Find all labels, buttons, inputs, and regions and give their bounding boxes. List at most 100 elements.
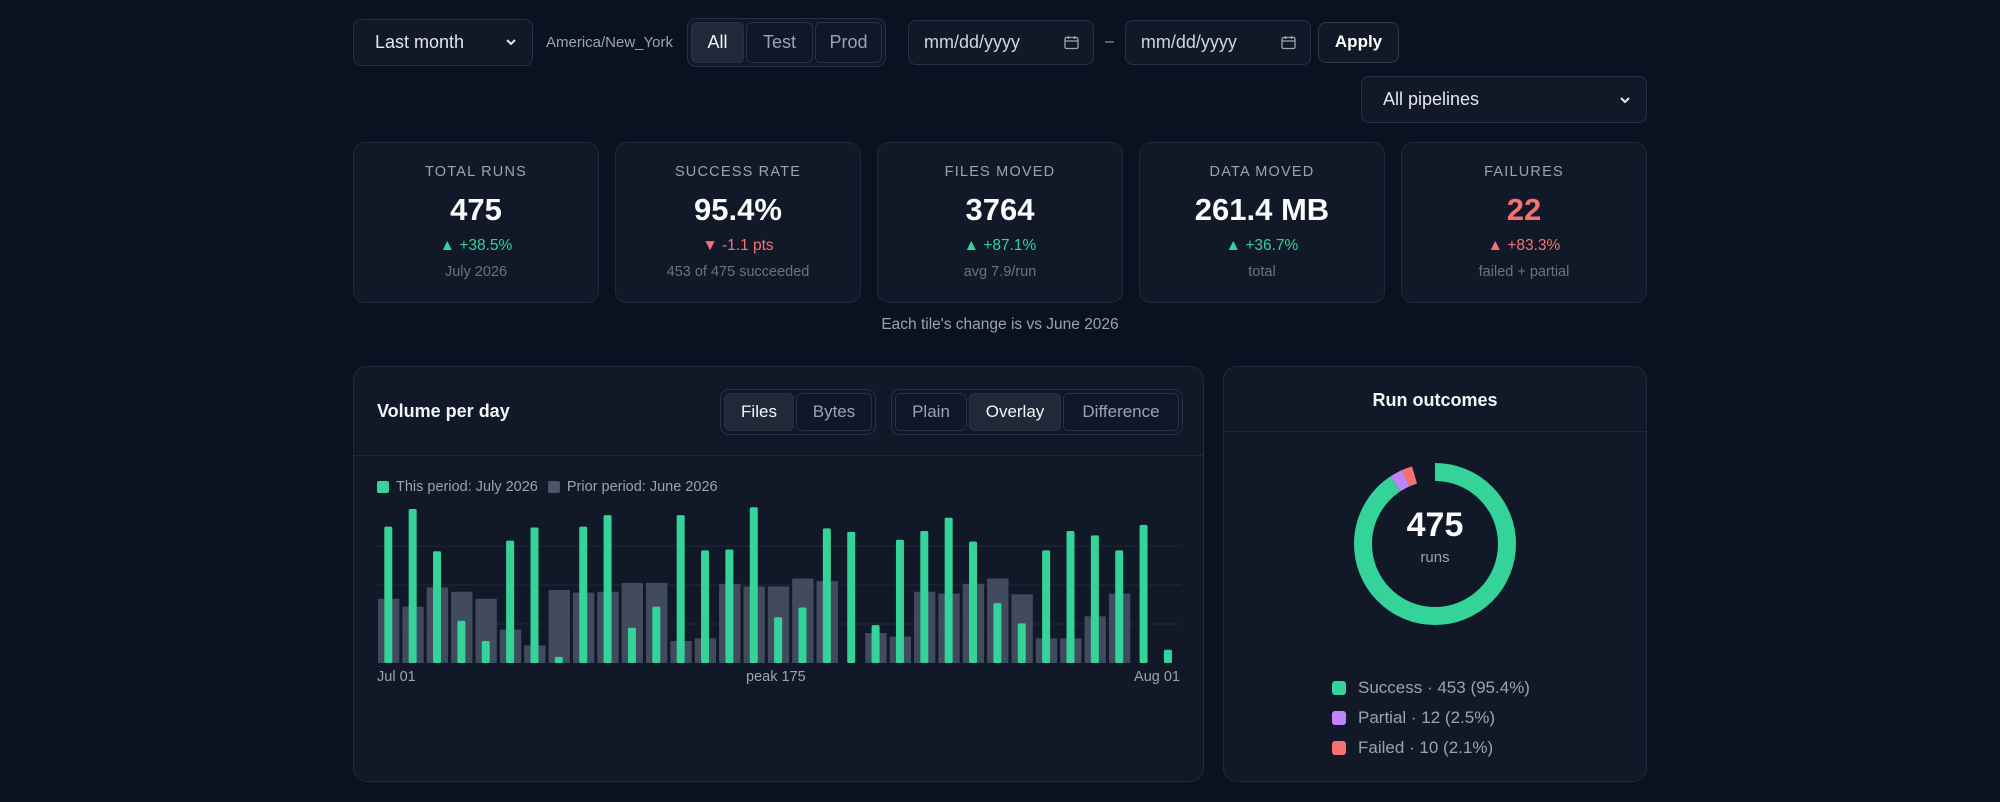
bar-current[interactable] xyxy=(871,625,880,663)
kpi-subtext: avg 7.9/run xyxy=(963,264,1037,280)
kpi-change: ▲ +83.3% xyxy=(1487,237,1561,254)
bar-current[interactable] xyxy=(1090,535,1099,663)
kpi-files-moved: FILES MOVED 3764 ▲ +87.1% avg 7.9/run xyxy=(877,142,1123,303)
legend-swatch-current xyxy=(377,481,389,493)
bar-current[interactable] xyxy=(749,507,758,663)
kpi-change: ▼ -1.1 pts xyxy=(702,237,774,254)
donut-segment-success[interactable] xyxy=(1354,463,1516,625)
mode-option-plain[interactable]: Plain xyxy=(895,393,967,431)
timezone-label: America/New_York xyxy=(546,33,673,51)
kpi-label: FILES MOVED xyxy=(944,164,1056,180)
bar-current[interactable] xyxy=(457,620,466,663)
bar-current[interactable] xyxy=(701,550,710,663)
bar-current[interactable] xyxy=(433,551,442,663)
calendar-icon[interactable] xyxy=(1064,35,1079,50)
legend-current-label: This period: July 2026 xyxy=(396,479,538,495)
donut-total: 475 xyxy=(1406,506,1464,544)
outcomes-title: Run outcomes xyxy=(1372,390,1498,410)
kpi-subtext: July 2026 xyxy=(444,264,508,280)
bar-current[interactable] xyxy=(822,528,831,663)
bar-prior[interactable] xyxy=(621,582,643,663)
bar-current[interactable] xyxy=(1115,550,1124,663)
outcome-label: Failed · 10 (2.1%) xyxy=(1358,738,1494,757)
bar-current[interactable] xyxy=(944,517,953,663)
bar-prior[interactable] xyxy=(475,598,497,663)
bar-current[interactable] xyxy=(603,515,612,663)
bar-prior[interactable] xyxy=(548,589,570,663)
pipeline-select[interactable]: All pipelines xyxy=(1361,76,1647,123)
kpi-change: ▲ +87.1% xyxy=(963,237,1037,254)
kpi-label: FAILURES xyxy=(1484,164,1564,180)
bar-current[interactable] xyxy=(554,656,563,663)
x-axis-peak-label: peak 175 xyxy=(746,669,806,685)
bar-current[interactable] xyxy=(969,541,978,663)
metric-toggle: Files Bytes xyxy=(720,389,876,435)
bar-current[interactable] xyxy=(506,540,515,663)
bar-current[interactable] xyxy=(408,509,417,663)
bar-current[interactable] xyxy=(1163,649,1172,663)
kpi-data-moved: DATA MOVED 261.4 MB ▲ +36.7% total xyxy=(1139,142,1385,303)
kpi-subtext: total xyxy=(1248,264,1276,280)
legend-prior: Prior period: June 2026 xyxy=(547,479,718,495)
bar-current[interactable] xyxy=(920,531,929,663)
bar-current[interactable] xyxy=(993,603,1002,663)
environment-toggle: All Test Prod xyxy=(687,17,886,67)
env-option-all[interactable]: All xyxy=(691,21,744,63)
chevron-down-icon xyxy=(1620,96,1630,103)
outcome-swatch-partial xyxy=(1332,711,1346,725)
bar-current[interactable] xyxy=(652,606,661,663)
bar-current[interactable] xyxy=(895,539,904,663)
mode-option-difference[interactable]: Difference xyxy=(1063,393,1179,431)
env-option-test[interactable]: Test xyxy=(746,21,813,63)
bar-current[interactable] xyxy=(1066,531,1075,663)
outcome-success: Success · 453 (95.4%) xyxy=(1332,673,1530,703)
kpi-value: 95.4% xyxy=(694,192,782,227)
range-select[interactable]: Last month xyxy=(353,18,533,66)
outcomes-donut xyxy=(1354,463,1516,625)
calendar-icon[interactable] xyxy=(1281,35,1296,50)
outcome-failed: Failed · 10 (2.1%) xyxy=(1332,733,1530,763)
bar-current[interactable] xyxy=(774,617,783,663)
kpi-value: 22 xyxy=(1506,192,1542,227)
bar-current[interactable] xyxy=(1017,623,1026,663)
outcome-swatch-failed xyxy=(1332,741,1346,755)
legend-swatch-prior xyxy=(547,481,560,493)
volume-panel-header: Volume per day Files Bytes Plain Overlay… xyxy=(354,367,1203,456)
metric-option-bytes[interactable]: Bytes xyxy=(796,393,872,431)
outcome-label: Partial · 12 (2.5%) xyxy=(1358,708,1495,727)
bar-current[interactable] xyxy=(579,526,588,663)
bar-current[interactable] xyxy=(1042,550,1051,663)
kpi-label: TOTAL RUNS xyxy=(425,164,527,180)
bar-current[interactable] xyxy=(1139,524,1148,663)
kpi-change: ▲ +38.5% xyxy=(439,237,513,254)
bar-current[interactable] xyxy=(847,531,856,663)
bar-current[interactable] xyxy=(627,627,636,663)
x-axis-end-label: Aug 01 xyxy=(1134,669,1180,685)
kpi-value: 475 xyxy=(450,192,502,227)
kpi-tiles: TOTAL RUNS 475 ▲ +38.5% July 2026 SUCCES… xyxy=(353,142,1647,303)
bar-current[interactable] xyxy=(481,641,490,663)
kpi-total-runs: TOTAL RUNS 475 ▲ +38.5% July 2026 xyxy=(353,142,599,303)
bar-current[interactable] xyxy=(384,526,393,663)
metric-option-files[interactable]: Files xyxy=(724,393,794,431)
apply-button[interactable]: Apply xyxy=(1317,21,1400,63)
donut-total-label: runs xyxy=(1420,549,1450,566)
kpi-subtext: failed + partial xyxy=(1478,264,1570,280)
env-option-prod[interactable]: Prod xyxy=(815,21,882,63)
outcome-label: Success · 453 (95.4%) xyxy=(1358,678,1530,697)
outcomes-panel-header: Run outcomes xyxy=(1224,367,1646,432)
bar-current[interactable] xyxy=(798,607,807,663)
bar-current[interactable] xyxy=(676,515,685,663)
date-to-input[interactable]: mm/dd/yyyy xyxy=(1124,19,1311,65)
date-from-input[interactable]: mm/dd/yyyy xyxy=(908,19,1094,65)
x-axis-start-label: Jul 01 xyxy=(377,669,416,685)
legend-prior-label: Prior period: June 2026 xyxy=(566,479,718,495)
comparison-note: Each tile's change is vs June 2026 xyxy=(881,316,1119,333)
filter-toolbar: Last month America/New_York All Test Pro… xyxy=(353,17,1400,67)
bar-current[interactable] xyxy=(530,527,539,663)
mode-option-overlay[interactable]: Overlay xyxy=(969,393,1061,431)
range-select-value: Last month xyxy=(375,31,465,52)
bar-current[interactable] xyxy=(725,549,734,663)
mode-toggle: Plain Overlay Difference xyxy=(891,389,1183,435)
chevron-down-icon xyxy=(506,39,516,46)
